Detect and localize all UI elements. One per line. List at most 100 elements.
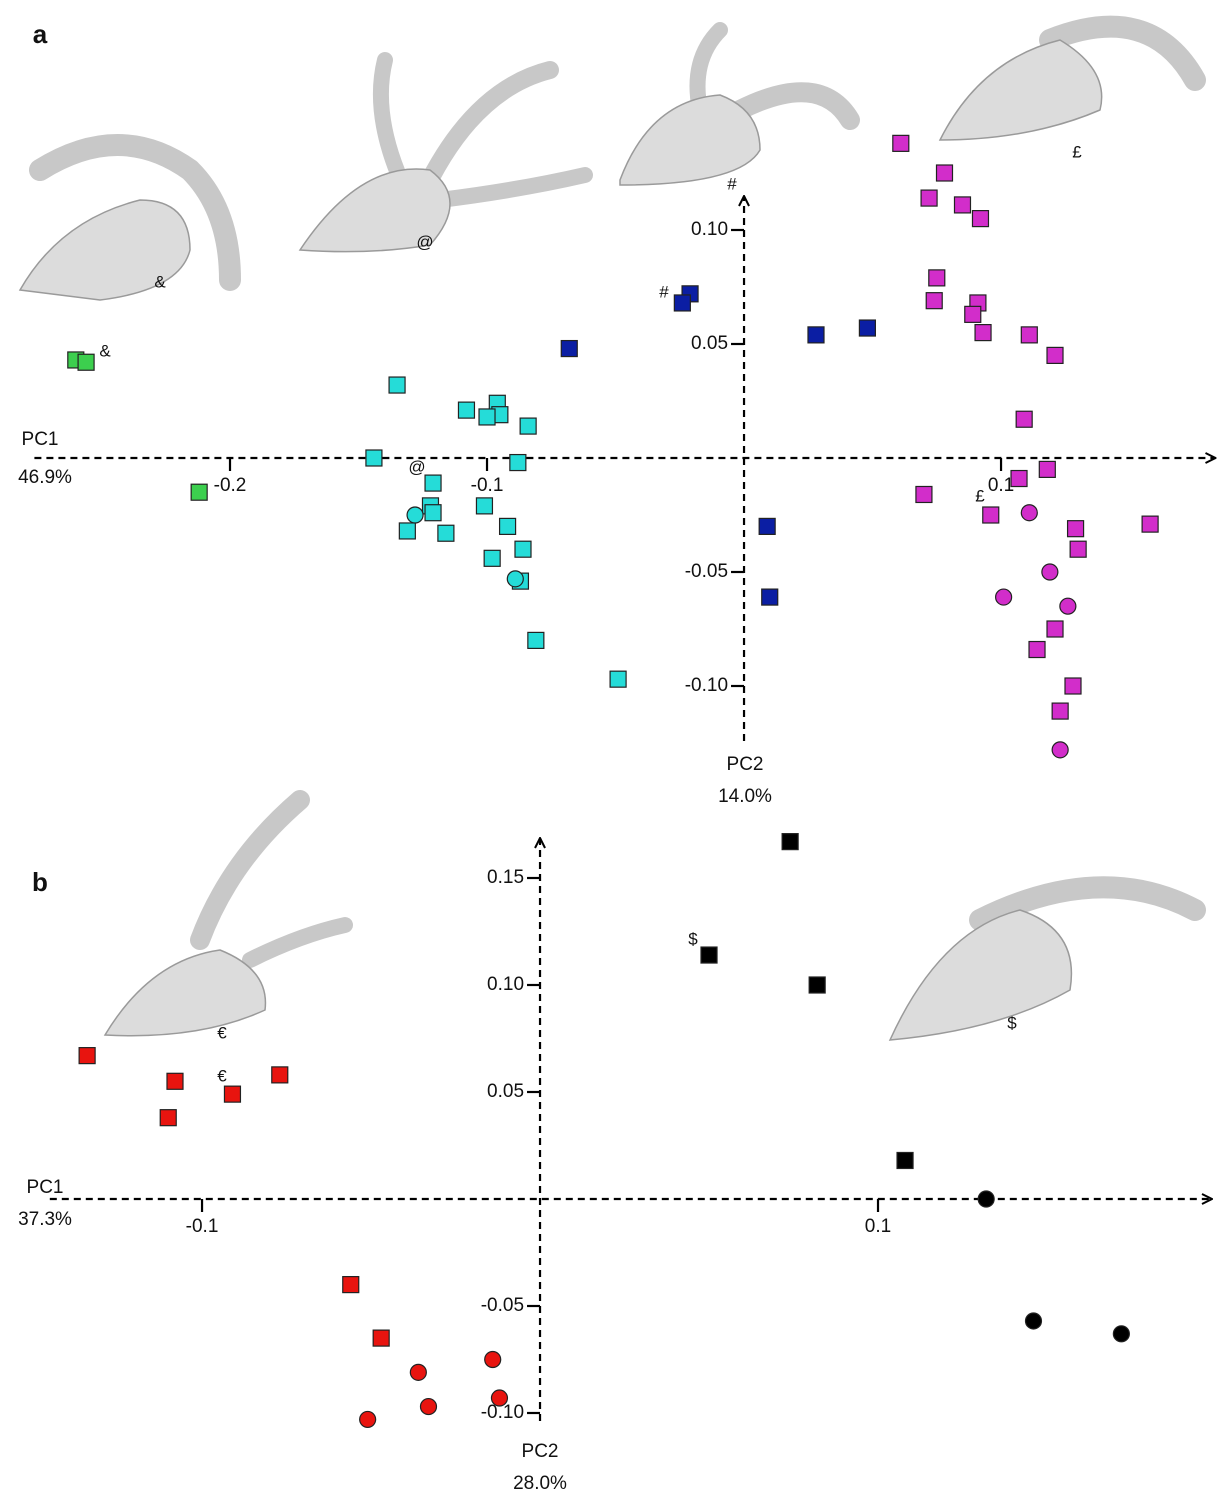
y-axis-label: PC2 xyxy=(522,1441,559,1462)
point xyxy=(1016,411,1032,427)
panel-label: b xyxy=(32,867,48,897)
x-tick-label: -0.1 xyxy=(186,1216,219,1237)
point xyxy=(1047,347,1063,363)
point xyxy=(936,165,952,181)
point xyxy=(1021,505,1037,521)
skull xyxy=(940,27,1195,140)
point xyxy=(972,211,988,227)
point xyxy=(528,632,544,648)
skull xyxy=(20,145,230,300)
point xyxy=(360,1411,376,1427)
point xyxy=(1113,1326,1129,1342)
point xyxy=(893,135,909,151)
point xyxy=(916,486,932,502)
point xyxy=(1042,564,1058,580)
point xyxy=(929,270,945,286)
point xyxy=(272,1067,288,1083)
y-tick-label: 0.05 xyxy=(487,1081,524,1102)
point xyxy=(954,197,970,213)
point xyxy=(759,518,775,534)
point xyxy=(510,455,526,471)
y-axis-label: 14.0% xyxy=(718,786,772,807)
point xyxy=(167,1073,183,1089)
point xyxy=(1029,642,1045,658)
point xyxy=(224,1086,240,1102)
point xyxy=(610,671,626,687)
y-axis-label: 28.0% xyxy=(513,1473,567,1494)
point xyxy=(921,190,937,206)
x-tick-label: 0.1 xyxy=(865,1216,891,1237)
point xyxy=(926,293,942,309)
x-axis-label: PC1 xyxy=(22,429,59,450)
point xyxy=(160,1110,176,1126)
skull xyxy=(890,887,1195,1040)
annotation: @ xyxy=(416,232,433,251)
point xyxy=(1039,461,1055,477)
annotation: £ xyxy=(1072,142,1082,161)
point xyxy=(1052,703,1068,719)
figure: a-0.2-0.10.10.100.05-0.05-0.10PC146.9%PC… xyxy=(0,0,1222,1497)
point xyxy=(996,589,1012,605)
y-tick-label: -0.05 xyxy=(685,561,728,582)
point xyxy=(410,1364,426,1380)
skull xyxy=(620,30,850,185)
annotation: € xyxy=(217,1066,227,1085)
panel-label: a xyxy=(33,19,48,49)
annotation: £ xyxy=(975,486,985,505)
point xyxy=(500,518,516,534)
annotation: € xyxy=(217,1023,227,1042)
annotation: & xyxy=(154,272,166,291)
point xyxy=(1021,327,1037,343)
point xyxy=(491,1390,507,1406)
point xyxy=(484,550,500,566)
point xyxy=(762,589,778,605)
annotation: $ xyxy=(688,929,698,948)
point xyxy=(373,1330,389,1346)
y-tick-label: 0.05 xyxy=(691,333,728,354)
point xyxy=(399,523,415,539)
annotation: & xyxy=(99,341,111,360)
point xyxy=(438,525,454,541)
point xyxy=(389,377,405,393)
point xyxy=(78,354,94,370)
annotation: # xyxy=(659,282,669,301)
x-axis-label: 37.3% xyxy=(18,1209,72,1230)
y-tick-label: 0.10 xyxy=(487,974,524,995)
point xyxy=(420,1399,436,1415)
point xyxy=(507,571,523,587)
point xyxy=(1068,521,1084,537)
point xyxy=(1060,598,1076,614)
point xyxy=(782,834,798,850)
y-axis-label: PC2 xyxy=(727,754,764,775)
point xyxy=(701,947,717,963)
point xyxy=(1052,742,1068,758)
annotation: $ xyxy=(1007,1013,1017,1032)
x-tick-label: -0.2 xyxy=(214,475,247,496)
skull xyxy=(300,60,585,252)
point xyxy=(1070,541,1086,557)
skull-illustrations xyxy=(20,27,1195,1040)
point xyxy=(191,484,207,500)
x-axis-label: PC1 xyxy=(27,1177,64,1198)
point xyxy=(425,505,441,521)
point xyxy=(808,327,824,343)
point xyxy=(965,306,981,322)
annotation: # xyxy=(727,174,737,193)
y-tick-label: 0.15 xyxy=(487,867,524,888)
annotation: @ xyxy=(408,457,425,476)
point xyxy=(485,1352,501,1368)
y-tick-label: -0.05 xyxy=(481,1295,524,1316)
point xyxy=(561,341,577,357)
point xyxy=(1025,1313,1041,1329)
skull xyxy=(105,800,345,1036)
point xyxy=(1142,516,1158,532)
point xyxy=(366,450,382,466)
y-tick-label: -0.10 xyxy=(685,675,728,696)
x-tick-label: 0.1 xyxy=(988,475,1014,496)
point xyxy=(859,320,875,336)
x-tick-label: -0.1 xyxy=(471,475,504,496)
point xyxy=(407,507,423,523)
point xyxy=(983,507,999,523)
point xyxy=(1065,678,1081,694)
y-tick-label: 0.10 xyxy=(691,219,728,240)
